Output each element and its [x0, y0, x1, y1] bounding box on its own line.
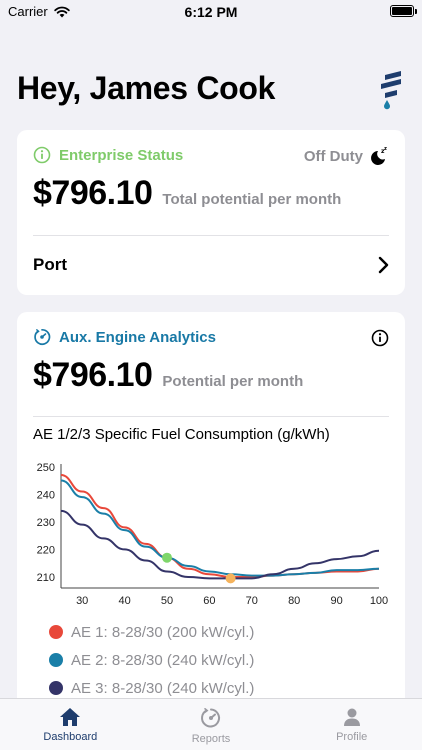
status-bar: Carrier 6:12 PM — [0, 0, 422, 24]
x-tick-label: 70 — [246, 595, 258, 607]
legend-dot — [49, 681, 63, 695]
chart-title: AE 1/2/3 Specific Fuel Consumption (g/kW… — [33, 426, 330, 443]
enterprise-header: Enterprise Status — [33, 146, 183, 164]
tab-bar: Dashboard Reports Profile — [0, 698, 422, 750]
chart-marker-1 — [162, 552, 172, 563]
analytics-amount-caption: Potential per month — [162, 373, 304, 390]
x-tick-label: 30 — [76, 595, 88, 607]
x-tick-label: 50 — [161, 595, 173, 607]
legend-label: AE 3: 8-28/30 (240 kW/cyl.) — [71, 679, 255, 697]
analytics-title: Aux. Engine Analytics — [59, 328, 216, 346]
tab-dashboard[interactable]: Dashboard — [0, 699, 141, 750]
legend-item: AE 3: 8-28/30 (240 kW/cyl.) — [49, 674, 254, 702]
legend-dot — [49, 625, 63, 639]
carrier-label: Carrier — [8, 4, 48, 19]
port-row[interactable]: Port — [33, 250, 389, 280]
analytics-amount-row: $796.10 Potential per month — [33, 356, 303, 395]
series-line-ae2 — [60, 479, 380, 577]
info-circle-icon — [33, 146, 51, 164]
tab-reports-label: Reports — [191, 733, 231, 745]
series-line-ae3 — [60, 509, 380, 580]
y-tick-label: 210 — [37, 572, 55, 584]
page-title: Hey, James Cook — [17, 70, 276, 106]
engine-analytics-card: Aux. Engine Analytics $796.10 Potential … — [17, 312, 405, 712]
house-icon — [60, 708, 81, 726]
x-tick-label: 60 — [203, 595, 215, 607]
wifi-icon — [54, 6, 70, 17]
x-tick-label: 90 — [330, 595, 342, 607]
brand-logo — [381, 71, 401, 110]
y-tick-label: 250 — [37, 462, 55, 474]
x-tick-label: 40 — [118, 595, 130, 607]
enterprise-status-card: Enterprise Status Off Duty z z $796.10 T… — [17, 130, 405, 295]
legend-item: AE 2: 8-28/30 (240 kW/cyl.) — [49, 646, 254, 674]
legend-label: AE 1: 8-28/30 (200 kW/cyl.) — [71, 623, 255, 641]
legend-label: AE 2: 8-28/30 (240 kW/cyl.) — [71, 651, 255, 669]
chart-legend: AE 1: 8-28/30 (200 kW/cyl.) AE 2: 8-28/30… — [49, 618, 254, 702]
info-icon[interactable] — [371, 329, 389, 347]
chart-marker-2 — [225, 573, 236, 584]
enterprise-amount: $796.10 — [33, 174, 153, 212]
enterprise-amount-row: $796.10 Total potential per month — [33, 174, 341, 213]
carrier-group: Carrier — [8, 4, 70, 19]
tab-profile-label: Profile — [336, 731, 368, 743]
tab-profile[interactable]: Profile — [281, 699, 422, 750]
y-tick-label: 240 — [37, 489, 55, 501]
person-icon — [343, 708, 360, 726]
battery-icon — [390, 5, 417, 17]
divider — [33, 235, 389, 236]
enterprise-amount-caption: Total potential per month — [162, 191, 342, 208]
x-tick-label: 80 — [288, 595, 300, 607]
chevron-right-icon — [378, 256, 389, 274]
port-label: Port — [33, 255, 67, 274]
fuel-consumption-chart: 210 220 230 240 250 30 40 50 60 70 80 90 100 — [37, 462, 389, 607]
legend-dot — [49, 653, 63, 667]
y-tick-label: 230 — [37, 517, 55, 529]
divider — [33, 416, 389, 417]
enterprise-title: Enterprise Status — [59, 146, 184, 164]
duty-status-label: Off Duty — [303, 147, 363, 165]
legend-item: AE 1: 8-28/30 (200 kW/cyl.) — [49, 618, 254, 646]
engine-gauge-icon — [34, 328, 51, 345]
series-line-ae1 — [60, 474, 380, 578]
svg-text:z: z — [381, 148, 385, 155]
status-time: 6:12 PM — [184, 4, 238, 20]
gauge-icon — [201, 708, 220, 728]
tab-reports[interactable]: Reports — [141, 699, 282, 750]
moon-sleep-icon: z z — [371, 146, 387, 165]
tab-dashboard-label: Dashboard — [43, 731, 98, 743]
svg-text:z: z — [384, 146, 387, 152]
analytics-amount: $796.10 — [33, 356, 153, 394]
x-tick-label: 100 — [370, 595, 388, 607]
duty-status: Off Duty z z — [304, 146, 389, 166]
analytics-header: Aux. Engine Analytics — [33, 328, 216, 346]
y-tick-label: 220 — [37, 544, 55, 556]
